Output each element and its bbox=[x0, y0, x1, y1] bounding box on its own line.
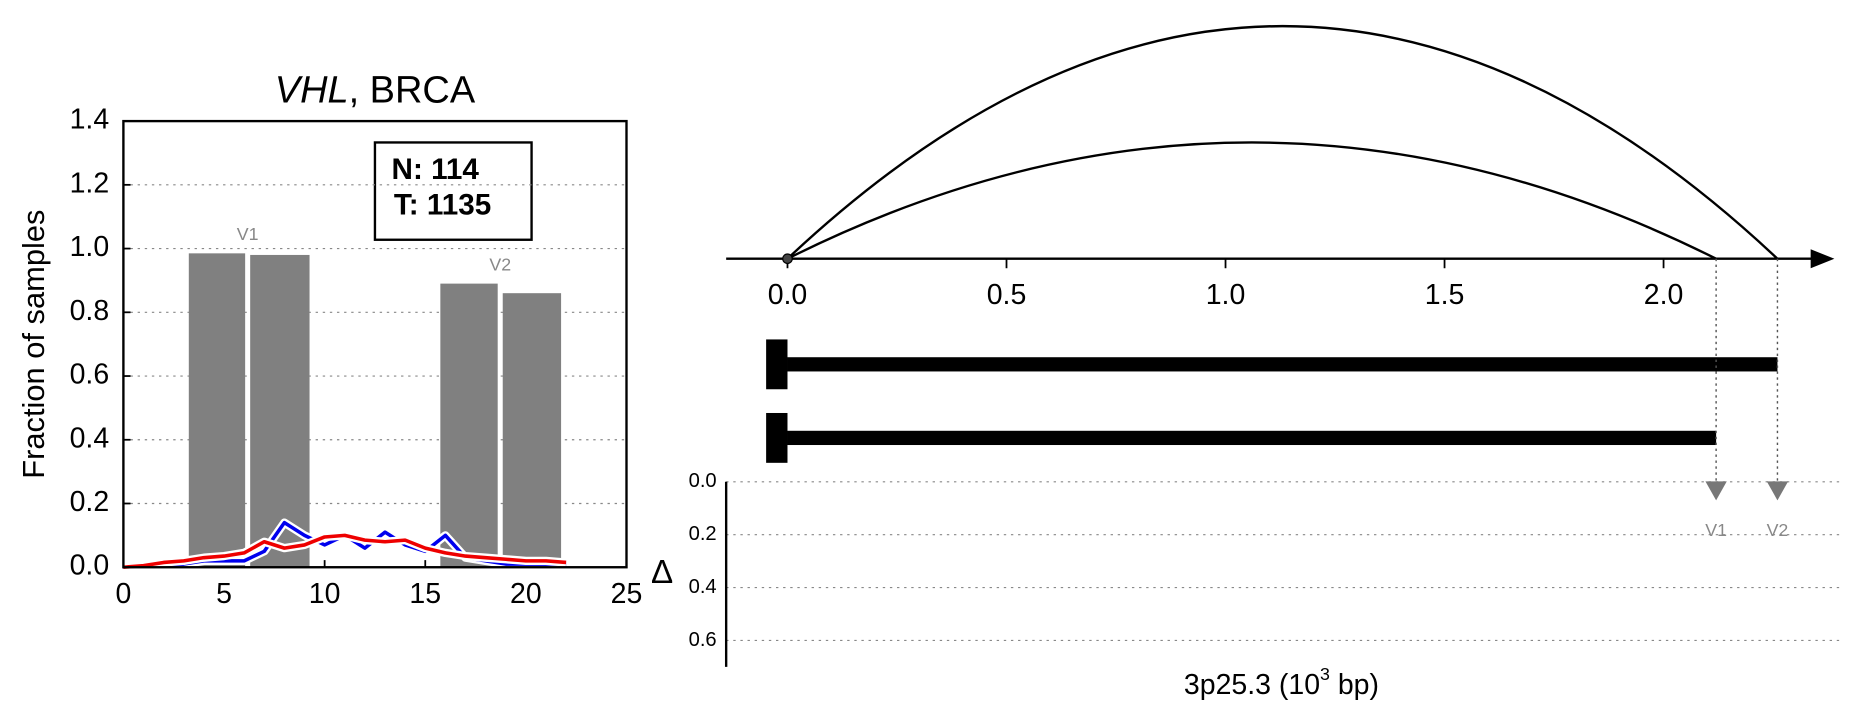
title-cohort: , BRCA bbox=[349, 70, 476, 112]
y-tick-label: 1.4 bbox=[70, 104, 110, 136]
x-tick-label: 25 bbox=[611, 578, 643, 610]
count-box bbox=[373, 141, 533, 241]
x-axis-label: 3p25.3 (103 bp) bbox=[1184, 664, 1379, 700]
delta-marker bbox=[1705, 481, 1727, 501]
transcript-start bbox=[766, 339, 788, 390]
y-tick-label: 0.6 bbox=[70, 359, 110, 391]
y-tick-label: 1.0 bbox=[70, 231, 110, 263]
y-tick-label: 0.0 bbox=[689, 470, 717, 492]
y-tick-label: 0.4 bbox=[689, 576, 717, 598]
y-tick-label: 0.2 bbox=[70, 486, 110, 518]
transcript bbox=[787, 357, 1778, 372]
plot-frame bbox=[122, 119, 628, 569]
splice-arc bbox=[786, 24, 1779, 260]
isoform-label: V2 bbox=[1767, 520, 1789, 540]
x-tick-label: 0.0 bbox=[768, 279, 808, 311]
title-gene: VHL bbox=[275, 70, 349, 112]
y-axis-label: Fraction of samples bbox=[16, 210, 51, 479]
x-tick-label: 20 bbox=[510, 578, 542, 610]
splice-arc bbox=[786, 141, 1717, 260]
transcript bbox=[787, 430, 1717, 446]
count-normal: N: 114 bbox=[392, 153, 480, 186]
y-tick-label: 1.2 bbox=[70, 167, 110, 199]
x-label-part: 3p25.3 (10 bbox=[1184, 668, 1320, 700]
x-tick-label: 1.5 bbox=[1425, 279, 1465, 311]
bar-group-label: V1 bbox=[237, 224, 259, 244]
delta-marker bbox=[1766, 481, 1789, 501]
bar bbox=[250, 254, 310, 568]
y-tick-label: 0.8 bbox=[70, 295, 110, 327]
transcript-start bbox=[766, 412, 788, 463]
bar bbox=[502, 293, 562, 568]
chart-title: VHL, BRCA bbox=[275, 70, 476, 112]
y-tick-label: 0.6 bbox=[689, 629, 717, 651]
y-tick-label: 0.4 bbox=[70, 422, 110, 454]
x-tick-label: 10 bbox=[309, 578, 341, 610]
count-tumor: T: 1135 bbox=[394, 188, 491, 221]
delta-axis-label: Δ bbox=[651, 554, 673, 591]
x-label-part: bp) bbox=[1330, 668, 1379, 700]
line bbox=[123, 533, 567, 570]
y-tick-label: 0.2 bbox=[689, 523, 717, 545]
bar-group-label: V2 bbox=[489, 255, 511, 275]
x-tick-label: 2.0 bbox=[1644, 279, 1684, 311]
origin-dot bbox=[782, 253, 793, 265]
isoform-label: V1 bbox=[1705, 520, 1727, 540]
x-tick-label: 1.0 bbox=[1206, 279, 1246, 311]
x-label-sup: 3 bbox=[1320, 664, 1330, 684]
axis-arrow bbox=[1810, 249, 1835, 269]
bar bbox=[440, 283, 498, 568]
x-tick-label: 15 bbox=[409, 578, 441, 610]
x-tick-label: 5 bbox=[216, 578, 232, 610]
bar bbox=[188, 253, 246, 568]
x-tick-label: 0.5 bbox=[987, 279, 1027, 311]
y-tick-label: 0.0 bbox=[70, 550, 110, 582]
x-tick-label: 0 bbox=[115, 578, 131, 610]
